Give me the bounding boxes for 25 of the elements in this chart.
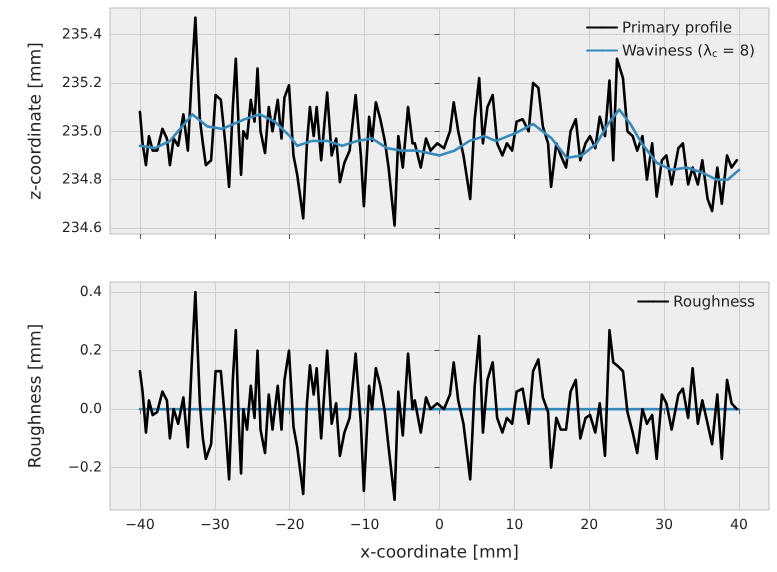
y-axis-title: z-coordinate [mm] [26, 42, 46, 200]
y-tick-label: 0.4 [80, 284, 102, 300]
x-tick-label: 20 [580, 517, 598, 533]
legend-label: Primary profile [622, 18, 732, 36]
x-tick-label: −10 [350, 517, 380, 533]
x-tick-label: −40 [125, 517, 155, 533]
y-tick-label: 235.2 [62, 74, 102, 91]
y-axis-title: Roughness [mm] [26, 324, 46, 468]
y-tick-label: 235.4 [62, 26, 102, 43]
x-tick-label: −30 [200, 517, 230, 533]
y-tick-label: 0.0 [80, 401, 102, 418]
x-tick-label: 40 [730, 517, 748, 533]
y-tick-label: 234.8 [62, 172, 102, 188]
x-axis-title: x-coordinate [mm] [360, 542, 519, 562]
y-tick-label: 235.0 [62, 123, 102, 140]
y-tick-label: 234.6 [62, 220, 102, 236]
line-series [138, 108, 740, 181]
line-series [138, 16, 738, 227]
x-tick-label: 30 [655, 517, 674, 533]
y-tick-label: −0.2 [68, 460, 102, 476]
x-tick-label: −20 [274, 517, 304, 533]
x-tick-label: 0 [435, 517, 444, 533]
legend-label: Roughness [673, 292, 756, 310]
y-tick-label: 0.2 [80, 342, 102, 359]
x-tick-label: 10 [505, 517, 524, 533]
